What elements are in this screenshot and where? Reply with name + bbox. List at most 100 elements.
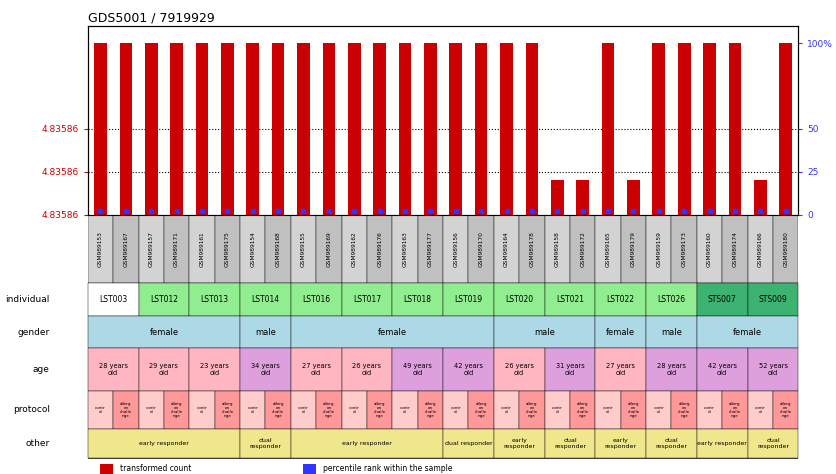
Bar — [120, 43, 132, 215]
Text: allerg
en
challe
nge: allerg en challe nge — [272, 402, 284, 418]
Text: LST017: LST017 — [353, 295, 381, 304]
Text: GSM989154: GSM989154 — [250, 231, 255, 267]
Bar — [221, 43, 234, 215]
Bar — [303, 464, 316, 474]
Text: male: male — [534, 328, 555, 337]
Bar — [747, 348, 798, 391]
Bar — [367, 391, 392, 428]
Bar — [399, 43, 411, 215]
Text: contr
ol: contr ol — [451, 406, 461, 414]
Bar — [494, 283, 544, 316]
Text: GSM989170: GSM989170 — [479, 231, 484, 267]
Text: allerg
en
challe
nge: allerg en challe nge — [222, 402, 233, 418]
Bar — [240, 316, 291, 348]
Bar — [113, 391, 139, 428]
Text: contr
ol: contr ol — [501, 406, 512, 414]
Text: GSM989165: GSM989165 — [605, 231, 610, 267]
Bar — [291, 215, 316, 283]
Text: early responder: early responder — [697, 441, 747, 446]
Bar — [697, 348, 747, 391]
Text: 23 years
old: 23 years old — [201, 363, 229, 376]
Bar — [348, 43, 360, 215]
Text: age: age — [33, 365, 49, 374]
Text: 27 years
old: 27 years old — [606, 363, 635, 376]
Text: GSM989178: GSM989178 — [529, 231, 534, 267]
Bar — [272, 43, 284, 215]
Text: 52 years
old: 52 years old — [758, 363, 788, 376]
Text: allerg
en
challe
nge: allerg en challe nge — [120, 402, 132, 418]
Bar — [88, 215, 113, 283]
Bar — [392, 348, 443, 391]
Bar — [595, 215, 620, 283]
Bar — [367, 215, 392, 283]
Text: LST019: LST019 — [455, 295, 482, 304]
Text: contr
ol: contr ol — [552, 406, 563, 414]
Bar — [773, 215, 798, 283]
Text: female: female — [606, 328, 635, 337]
Bar — [646, 391, 671, 428]
Bar — [291, 428, 443, 458]
Bar — [697, 391, 722, 428]
Bar — [443, 215, 468, 283]
Text: GSM989176: GSM989176 — [377, 231, 382, 267]
Bar — [646, 428, 697, 458]
Bar — [697, 283, 747, 316]
Bar — [703, 43, 716, 215]
Text: female: female — [733, 328, 762, 337]
Bar — [722, 215, 747, 283]
Bar — [747, 428, 798, 458]
Text: LST014: LST014 — [252, 295, 279, 304]
Bar — [570, 391, 595, 428]
Bar — [291, 316, 494, 348]
Text: 28 years
old: 28 years old — [657, 363, 686, 376]
Text: GSM989174: GSM989174 — [732, 231, 737, 267]
Bar — [468, 391, 494, 428]
Bar — [196, 43, 208, 215]
Text: GSM989177: GSM989177 — [428, 231, 433, 267]
Bar — [544, 348, 595, 391]
Bar — [139, 215, 164, 283]
Bar — [697, 215, 722, 283]
Bar — [773, 391, 798, 428]
Bar — [646, 215, 671, 283]
Text: allerg
en
challe
nge: allerg en challe nge — [678, 402, 691, 418]
Text: contr
ol: contr ol — [298, 406, 308, 414]
Bar — [240, 348, 291, 391]
Text: dual responder: dual responder — [445, 441, 492, 446]
Bar — [697, 428, 747, 458]
Text: GSM989164: GSM989164 — [504, 231, 509, 267]
Text: percentile rank within the sample: percentile rank within the sample — [323, 465, 452, 474]
Bar — [342, 283, 392, 316]
Bar — [678, 43, 691, 215]
Bar — [450, 43, 462, 215]
Bar — [500, 43, 512, 215]
Bar — [747, 215, 773, 283]
Text: GSM989161: GSM989161 — [200, 231, 205, 267]
Text: STS007: STS007 — [708, 295, 737, 304]
Bar — [526, 43, 538, 215]
Bar — [291, 391, 316, 428]
Bar — [544, 283, 595, 316]
Bar — [265, 391, 291, 428]
Bar — [88, 283, 139, 316]
Text: male: male — [255, 328, 276, 337]
Bar — [494, 348, 544, 391]
Text: LST012: LST012 — [150, 295, 178, 304]
Bar — [443, 348, 494, 391]
Text: 26 years
old: 26 years old — [505, 363, 533, 376]
Text: LST013: LST013 — [201, 295, 229, 304]
Bar — [94, 43, 107, 215]
Bar — [544, 215, 570, 283]
Text: 42 years
old: 42 years old — [454, 363, 483, 376]
Text: GSM989167: GSM989167 — [124, 231, 129, 267]
Bar — [323, 43, 335, 215]
Bar — [595, 348, 646, 391]
Text: contr
ol: contr ol — [145, 406, 156, 414]
Text: GSM989173: GSM989173 — [681, 231, 686, 267]
Bar — [443, 391, 468, 428]
Text: LST022: LST022 — [607, 295, 635, 304]
Bar — [595, 391, 620, 428]
Text: other: other — [25, 439, 49, 448]
Text: GSM989156: GSM989156 — [453, 231, 458, 267]
Text: allerg
en
challe
nge: allerg en challe nge — [323, 402, 335, 418]
